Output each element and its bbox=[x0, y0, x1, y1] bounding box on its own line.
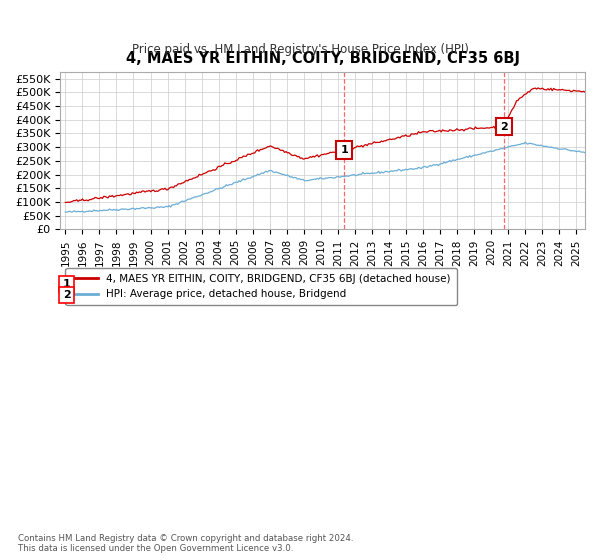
Text: Contains HM Land Registry data © Crown copyright and database right 2024.
This d: Contains HM Land Registry data © Crown c… bbox=[18, 534, 353, 553]
Text: 09-OCT-2020: 09-OCT-2020 bbox=[100, 290, 172, 300]
Text: £375,000: £375,000 bbox=[254, 290, 307, 300]
Text: £290,000: £290,000 bbox=[254, 279, 307, 289]
Legend: 4, MAES YR EITHIN, COITY, BRIDGEND, CF35 6BJ (detached house), HPI: Average pric: 4, MAES YR EITHIN, COITY, BRIDGEND, CF35… bbox=[65, 268, 457, 306]
Title: 4, MAES YR EITHIN, COITY, BRIDGEND, CF35 6BJ: 4, MAES YR EITHIN, COITY, BRIDGEND, CF35… bbox=[125, 52, 520, 67]
Text: 61% ↑ HPI: 61% ↑ HPI bbox=[386, 279, 445, 289]
Text: 45% ↑ HPI: 45% ↑ HPI bbox=[386, 290, 445, 300]
Text: 2: 2 bbox=[500, 122, 508, 132]
Text: 13-MAY-2011: 13-MAY-2011 bbox=[100, 279, 172, 289]
Text: 2: 2 bbox=[62, 290, 70, 300]
Text: Price paid vs. HM Land Registry's House Price Index (HPI): Price paid vs. HM Land Registry's House … bbox=[131, 43, 469, 56]
Text: 1: 1 bbox=[340, 145, 348, 155]
Text: 1: 1 bbox=[62, 279, 70, 289]
